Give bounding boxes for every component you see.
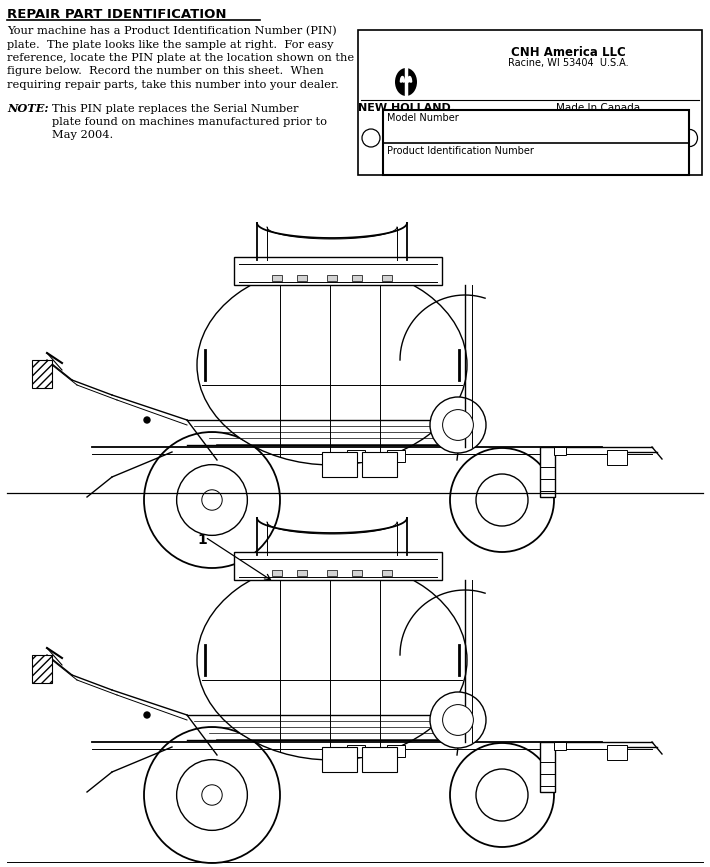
Bar (297, 275, 307, 281)
Circle shape (362, 129, 380, 147)
Circle shape (202, 785, 222, 805)
Text: NEW HOLLAND.: NEW HOLLAND. (358, 103, 454, 113)
Circle shape (430, 397, 486, 453)
Text: 1: 1 (197, 533, 207, 547)
Bar (540, 447, 555, 497)
Bar (347, 450, 365, 462)
Bar (352, 275, 362, 281)
Bar (540, 742, 555, 792)
Circle shape (442, 705, 474, 735)
Bar (607, 745, 627, 760)
Bar (352, 570, 362, 576)
Bar (347, 745, 365, 757)
Bar (272, 275, 282, 281)
Circle shape (144, 417, 150, 423)
Text: plate.  The plate looks like the sample at right.  For easy: plate. The plate looks like the sample a… (7, 40, 334, 49)
Text: Racine, WI 53404  U.S.A.: Racine, WI 53404 U.S.A. (508, 58, 628, 68)
Bar (554, 447, 566, 455)
Polygon shape (400, 76, 405, 82)
Ellipse shape (682, 129, 697, 147)
Text: requiring repair parts, take this number into your dealer.: requiring repair parts, take this number… (7, 80, 339, 90)
Circle shape (144, 712, 150, 718)
Bar (362, 747, 397, 772)
Text: NOTE:: NOTE: (7, 103, 48, 114)
Circle shape (177, 465, 247, 535)
Circle shape (442, 409, 474, 440)
Bar (387, 745, 405, 757)
Bar (32, 360, 52, 388)
Bar (32, 655, 52, 683)
Circle shape (476, 474, 528, 526)
Circle shape (430, 692, 486, 748)
Text: figure below.  Record the number on this sheet.  When: figure below. Record the number on this … (7, 67, 324, 76)
Circle shape (144, 727, 280, 863)
Bar (234, 552, 442, 580)
Bar (382, 275, 392, 281)
Circle shape (177, 759, 247, 831)
Bar (358, 30, 702, 175)
Bar (322, 452, 357, 477)
Bar (607, 450, 627, 465)
Text: Your machine has a Product Identification Number (PIN): Your machine has a Product Identificatio… (7, 26, 337, 36)
Polygon shape (408, 76, 412, 82)
Bar (383, 110, 689, 175)
Circle shape (450, 448, 554, 552)
Text: Made In Canada: Made In Canada (556, 103, 640, 113)
Bar (297, 570, 307, 576)
Text: Product Identification Number: Product Identification Number (387, 146, 534, 156)
Circle shape (476, 769, 528, 821)
Ellipse shape (395, 68, 417, 96)
Text: May 2004.: May 2004. (52, 131, 114, 140)
Text: REPAIR PART IDENTIFICATION: REPAIR PART IDENTIFICATION (7, 8, 226, 21)
Text: reference, locate the PIN plate at the location shown on the: reference, locate the PIN plate at the l… (7, 53, 354, 63)
Bar (272, 570, 282, 576)
Text: plate found on machines manufactured prior to: plate found on machines manufactured pri… (52, 117, 327, 127)
Bar (327, 570, 337, 576)
Bar (322, 747, 357, 772)
Bar (387, 450, 405, 462)
Text: This PIN plate replaces the Serial Number: This PIN plate replaces the Serial Numbe… (52, 103, 298, 114)
Ellipse shape (197, 560, 467, 760)
Text: CNH America LLC: CNH America LLC (510, 46, 626, 59)
Circle shape (144, 432, 280, 568)
Bar (554, 742, 566, 750)
Bar (382, 570, 392, 576)
Ellipse shape (197, 265, 467, 465)
Bar (234, 257, 442, 285)
Bar (327, 275, 337, 281)
Circle shape (202, 490, 222, 510)
Circle shape (450, 743, 554, 847)
Bar (362, 452, 397, 477)
Text: Model Number: Model Number (387, 113, 459, 123)
